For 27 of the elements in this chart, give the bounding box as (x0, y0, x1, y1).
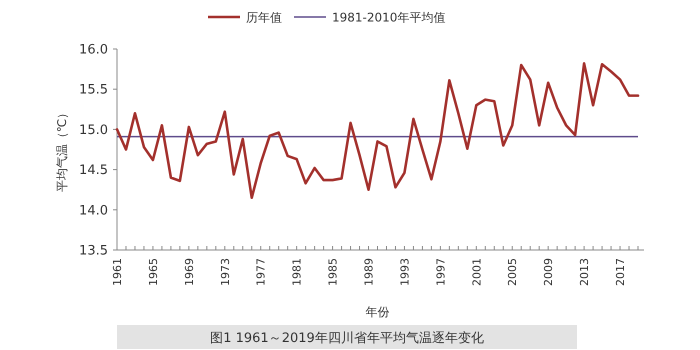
y-tick-label: 16.0 (79, 42, 108, 58)
legend-label: 1981-2010年平均值 (332, 10, 446, 24)
x-tick-label: 1993 (398, 258, 412, 286)
x-tick-label: 1961 (111, 258, 124, 286)
y-axis-title: 平均气温（℃） (55, 106, 69, 192)
x-tick-label: 1985 (326, 258, 340, 286)
x-tick-label: 1997 (434, 258, 448, 286)
y-tick-label: 14.0 (79, 203, 108, 218)
x-tick-label: 1969 (182, 258, 196, 286)
x-tick-label: 1981 (290, 258, 304, 286)
x-tick-label: 2017 (614, 258, 628, 286)
x-tick-label: 2001 (470, 258, 484, 286)
x-axis-title: 年份 (366, 305, 390, 319)
x-tick-label: 1965 (146, 258, 160, 286)
y-tick-label: 15.0 (79, 122, 108, 138)
y-tick-label: 15.5 (79, 82, 108, 98)
y-tick-label: 14.5 (79, 163, 108, 178)
x-tick-label: 2009 (542, 258, 556, 286)
y-tick-label: 13.5 (79, 244, 108, 258)
x-tick-label: 1989 (362, 258, 376, 286)
caption: 图1 1961～2019年四川省年平均气温逐年变化 (210, 331, 484, 346)
x-tick-label: 2013 (578, 258, 592, 286)
x-tick-label: 1973 (218, 258, 232, 286)
x-tick-label: 2005 (506, 258, 520, 286)
legend-label: 历年值 (246, 10, 282, 24)
line-series (116, 62, 640, 200)
x-tick-label: 1977 (254, 258, 268, 286)
